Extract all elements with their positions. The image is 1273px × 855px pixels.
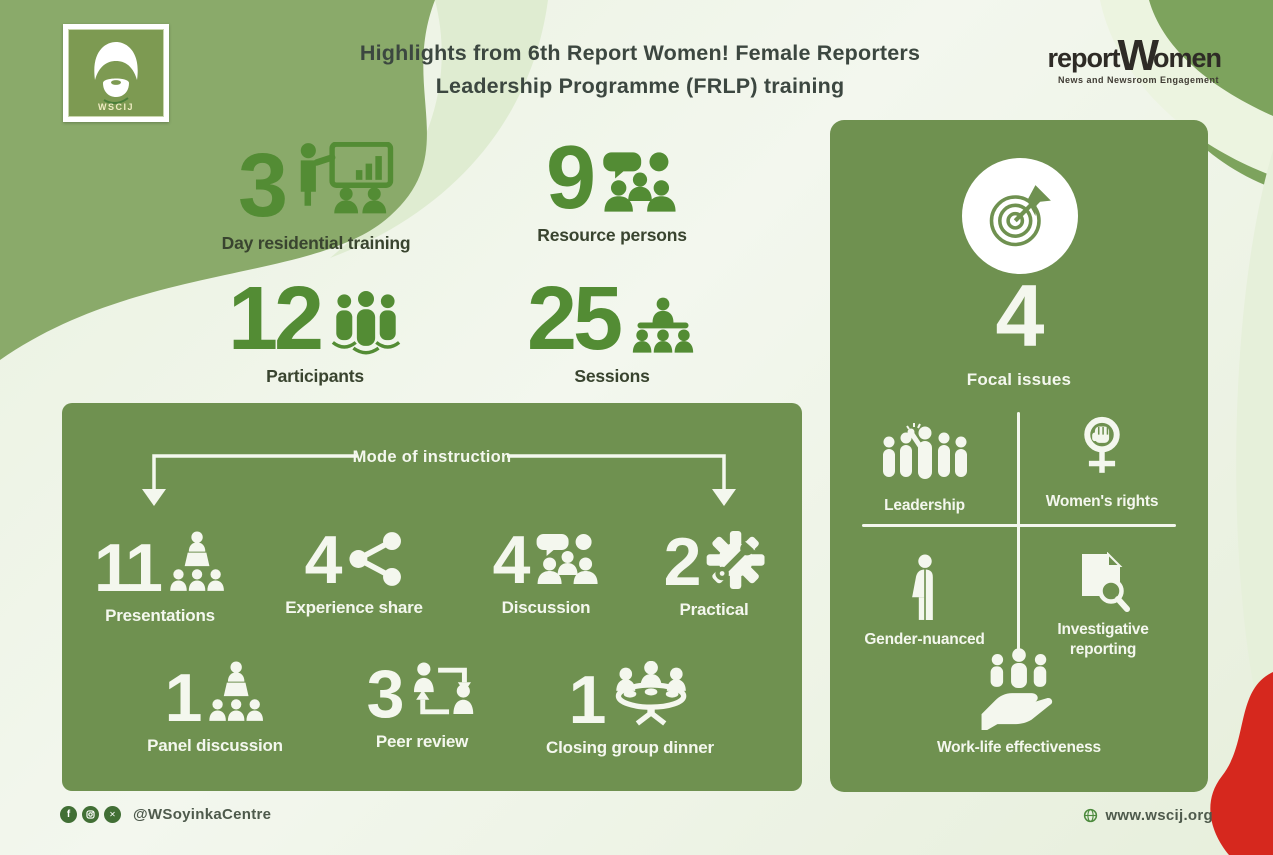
focal-item-work-life: Work-life effectiveness bbox=[830, 646, 1208, 758]
mode-item-presentations: 11 Presentations bbox=[94, 531, 226, 626]
stat-value: 9 bbox=[545, 128, 596, 228]
globe-icon bbox=[1084, 808, 1098, 823]
x-twitter-icon[interactable]: ✕ bbox=[104, 806, 121, 823]
podium-presentation-icon bbox=[170, 531, 224, 591]
mode-of-instruction-panel: Mode of instruction 11 Presentations 4 bbox=[62, 403, 802, 791]
stat-resource-persons: 9 Resource persons bbox=[512, 128, 712, 246]
focal-item-label: Gender-nuanced bbox=[864, 631, 985, 648]
focal-item-label: Leadership bbox=[884, 497, 965, 514]
mode-value: 1 bbox=[164, 659, 203, 736]
social-handle[interactable]: @WSoyinkaCentre bbox=[133, 806, 272, 823]
target-icon bbox=[989, 185, 1051, 247]
share-icon bbox=[349, 532, 402, 586]
investigative-reporting-icon bbox=[1082, 552, 1130, 612]
mode-value: 4 bbox=[304, 521, 343, 598]
focal-issues-count: 4 bbox=[995, 266, 1045, 365]
quadrant-horizontal-divider bbox=[862, 524, 1176, 527]
mode-value: 1 bbox=[568, 661, 607, 738]
mode-bracket-arrows bbox=[142, 454, 736, 506]
gear-wrench-icon bbox=[706, 531, 765, 589]
peer-review-icon bbox=[413, 662, 474, 715]
panel-discussion-icon bbox=[209, 661, 264, 721]
brand-part-report: report bbox=[1047, 43, 1120, 73]
wscij-logo-frame: WSCIJ bbox=[68, 29, 164, 117]
mode-item-group-dinner: 1 Closing group dinner bbox=[546, 661, 714, 758]
brand-letter-w: W bbox=[1117, 31, 1159, 80]
discussion-group-icon bbox=[536, 534, 598, 584]
womens-rights-icon bbox=[1084, 416, 1120, 473]
report-women-logo: report W omen News and Newsroom Engageme… bbox=[981, 28, 1222, 85]
brand-tagline: News and Newsroom Engagement bbox=[1057, 75, 1219, 85]
mode-value: 11 bbox=[94, 529, 163, 606]
participants-icon bbox=[331, 290, 401, 355]
gender-nuanced-icon bbox=[911, 554, 933, 620]
stat-value: 12 bbox=[227, 269, 324, 369]
facebook-glyph: f bbox=[66, 809, 71, 820]
stat-participants: 12 Participants bbox=[190, 269, 440, 387]
focal-item-gender-nuanced: Gender-nuanced bbox=[842, 554, 1007, 650]
group-dinner-icon bbox=[616, 661, 687, 726]
focal-issues-panel: 4 Focal issues Leadership bbox=[830, 120, 1208, 792]
stat-residential-training: 3 Day residential training bbox=[196, 136, 436, 254]
mode-item-panel-discussion: 1 Panel discussion bbox=[147, 661, 283, 756]
mode-value: 4 bbox=[492, 521, 531, 598]
x-glyph: ✕ bbox=[109, 810, 116, 819]
classroom-session-icon bbox=[632, 297, 694, 353]
mode-label: Peer review bbox=[375, 732, 469, 751]
facebook-icon[interactable]: f bbox=[60, 806, 77, 823]
stat-label: Sessions bbox=[574, 365, 650, 386]
title-line-2: Leadership Programme (FRLP) training bbox=[435, 74, 845, 98]
mode-title: Mode of instruction bbox=[352, 448, 512, 466]
mode-item-discussion: 4 Discussion bbox=[492, 521, 600, 618]
mode-label: Practical bbox=[679, 600, 749, 619]
mode-item-experience-share: 4 Experience share bbox=[285, 521, 423, 618]
mode-label: Discussion bbox=[501, 598, 591, 617]
mode-item-peer-review: 3 Peer review bbox=[366, 655, 478, 752]
report-women-wordmark: report W omen bbox=[981, 28, 1222, 80]
soyinka-face-icon bbox=[94, 42, 138, 104]
presenter-board-icon bbox=[300, 142, 394, 214]
wscij-logo: WSCIJ bbox=[63, 24, 169, 122]
quadrant-vertical-divider bbox=[1017, 412, 1020, 650]
website-url: www.wscij.org bbox=[1105, 807, 1213, 824]
brand-part-omen: omen bbox=[1152, 43, 1222, 73]
mode-label: Panel discussion bbox=[147, 736, 283, 755]
stat-label: Participants bbox=[266, 365, 364, 386]
focal-item-womens-rights: Women's rights bbox=[1022, 416, 1182, 512]
focal-item-leadership: Leadership bbox=[842, 422, 1007, 516]
target-badge bbox=[962, 158, 1078, 274]
focal-item-label: Investigative reporting bbox=[1057, 621, 1149, 658]
mode-item-practical: 2 Practical bbox=[663, 523, 765, 620]
focal-issues-label: Focal issues bbox=[966, 370, 1072, 389]
page-title: Highlights from 6th Report Women! Female… bbox=[300, 37, 980, 103]
mode-label: Closing group dinner bbox=[546, 738, 714, 757]
social-links: f ✕ @WSoyinkaCentre bbox=[60, 806, 271, 823]
website-link[interactable]: www.wscij.org bbox=[1083, 807, 1213, 824]
leadership-icon bbox=[882, 423, 967, 479]
focal-item-label: Work-life effectiveness bbox=[937, 739, 1101, 756]
work-life-balance-icon bbox=[981, 648, 1053, 730]
stat-label: Day residential training bbox=[221, 233, 411, 253]
stat-value: 25 bbox=[526, 269, 623, 369]
mode-label: Presentations bbox=[105, 606, 215, 625]
mode-value: 2 bbox=[663, 523, 702, 600]
focal-item-investigative-reporting: Investigative reporting bbox=[1024, 552, 1182, 660]
group-discussion-icon bbox=[603, 152, 676, 212]
wscij-logo-text: WSCIJ bbox=[97, 102, 134, 112]
camera-glyph bbox=[86, 810, 95, 819]
mode-value: 3 bbox=[366, 655, 405, 732]
stat-label: Resource persons bbox=[537, 224, 687, 245]
stat-value: 3 bbox=[237, 136, 288, 237]
stat-sessions: 25 Sessions bbox=[512, 269, 712, 387]
focal-item-label: Women's rights bbox=[1045, 493, 1159, 510]
title-line-1: Highlights from 6th Report Women! Female… bbox=[359, 41, 921, 65]
mode-label: Experience share bbox=[285, 598, 423, 617]
instagram-icon[interactable] bbox=[82, 806, 99, 823]
